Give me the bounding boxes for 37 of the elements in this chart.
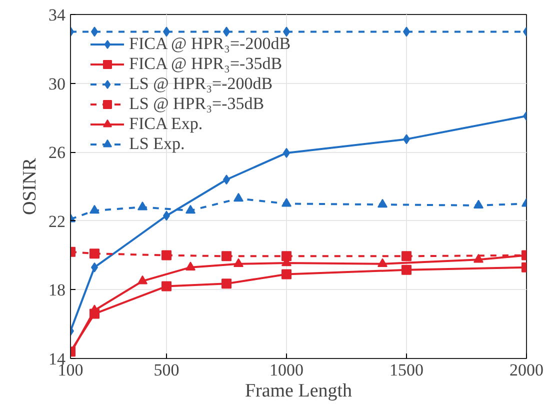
- point: [138, 275, 148, 284]
- x-tick-label: 2000: [510, 360, 544, 380]
- point: [402, 251, 412, 262]
- legend-label: FICA @ HPR₃=-35dB: [129, 54, 282, 74]
- point: [186, 262, 196, 270]
- legend-label: LS @ HPR₃=-35dB: [129, 94, 264, 114]
- point: [222, 251, 232, 262]
- y-tick-label: 34: [48, 6, 66, 24]
- point: [138, 201, 148, 210]
- y-tick-label: 30: [48, 74, 66, 94]
- point: [282, 269, 292, 280]
- y-tick-label: 22: [48, 212, 66, 231]
- y-tick-label: 26: [48, 143, 66, 162]
- point: [474, 254, 484, 263]
- y-tick-label: 18: [48, 280, 66, 300]
- point: [378, 198, 388, 208]
- point: [282, 198, 292, 207]
- point: [186, 204, 196, 214]
- point: [162, 281, 172, 292]
- point: [234, 192, 244, 202]
- point: [222, 278, 232, 289]
- x-tick-label: 1000: [270, 360, 304, 380]
- legend-label: FICA Exp.: [129, 114, 203, 134]
- x-axis-title: Frame Length: [244, 380, 353, 402]
- point: [90, 204, 100, 214]
- x-tick-label: 500: [154, 360, 180, 380]
- point: [402, 264, 412, 275]
- point: [162, 250, 172, 260]
- y-axis-title: OSINR: [20, 158, 40, 216]
- legend-label: FICA @ HPR₃=-200dB: [129, 34, 291, 54]
- point: [90, 248, 100, 259]
- legend-label: LS Exp.: [129, 134, 185, 154]
- point: [474, 200, 484, 209]
- point: [234, 258, 244, 267]
- point: [378, 258, 388, 267]
- legend-label: LS @ HPR₃=-200dB: [129, 74, 273, 94]
- x-tick-label: 1500: [390, 360, 424, 380]
